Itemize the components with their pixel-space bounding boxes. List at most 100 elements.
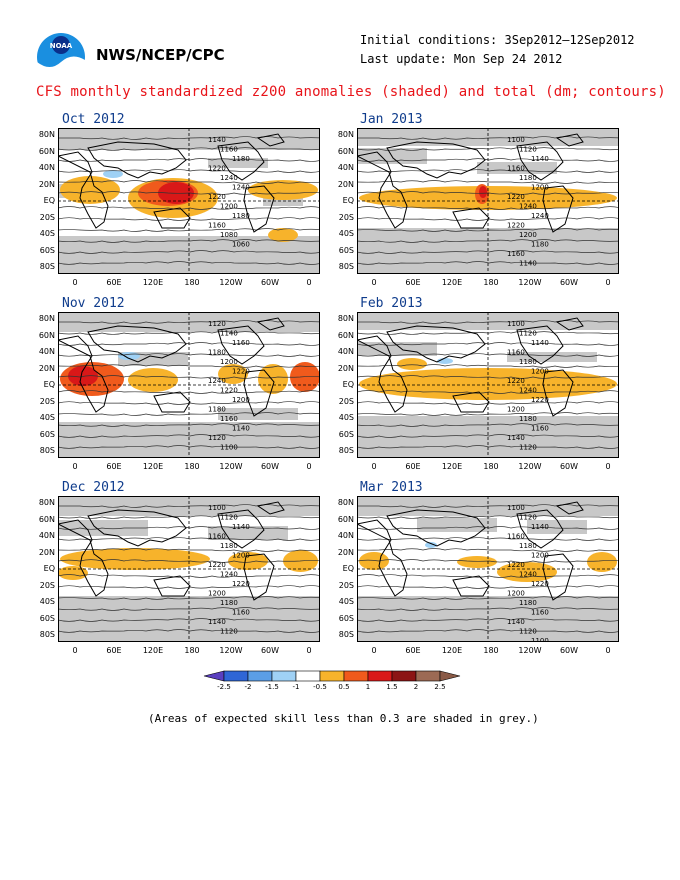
height-contour [58,342,320,346]
colorbar-label: -2.5 [217,683,231,691]
contour-label: 1220 [208,193,226,201]
colorbar-swatch [295,670,321,682]
last-update: Last update: Mon Sep 24 2012 [360,52,563,66]
colorbar-swatch [203,670,225,682]
contour-label: 1140 [531,523,549,531]
lat-tick-label: 20S [39,396,55,406]
contour-label: 1180 [232,155,250,163]
lat-tick-label: 60N [337,146,354,156]
anomaly-area [479,186,487,198]
lat-tick-label: 20S [338,580,354,590]
contour-label: 1180 [519,415,537,423]
contour-label: 1200 [507,406,525,414]
lon-tick-label: 60W [260,646,280,655]
contour-label: 1060 [232,241,250,249]
height-contour [58,217,320,221]
continent-outline [516,509,564,549]
colorbar-label: 2.5 [434,683,446,691]
colorbar-swatch [367,670,393,682]
contour-label: 1160 [531,425,549,433]
lat-tick-label: 60N [38,330,55,340]
contour-label: 1140 [519,260,537,268]
height-contour [58,180,320,184]
contour-label: 1180 [232,212,250,220]
height-contour [357,239,619,243]
colorbar-label: -1.5 [265,683,279,691]
lat-tick-label: EQ [342,380,354,389]
anomaly-area [60,548,210,570]
contour-label: 1180 [208,406,226,414]
map-svg: 1100112011401160118012001220124012201200… [58,496,320,642]
height-contour [58,169,320,173]
colorbar-label: 2 [413,683,419,691]
continent-outline [452,575,490,597]
contour-label: 1180 [519,358,537,366]
lon-tick-label: 0 [72,278,78,287]
lon-tick-label: 0 [605,462,611,471]
lon-tick-label: 60W [260,462,280,471]
continent-outline [153,207,191,229]
continent-outline [58,151,109,229]
continent-outline [256,501,285,515]
colorbar-swatch [223,670,249,682]
lon-tick-label: 120W [518,646,542,655]
lon-tick-label: 0 [605,278,611,287]
continent-outline [243,553,275,601]
map-svg: 1100112011401160118012001220124012201200… [357,312,619,458]
height-contour [58,596,320,600]
lat-tick-label: 40N [337,163,354,172]
continent-outline [87,325,187,363]
continent-outline [357,519,408,597]
height-contour [58,147,320,151]
panel-title-mar: Mar 2013 [360,480,423,495]
anomaly-area [587,552,617,572]
height-contour [58,526,320,530]
map-panel-oct: 1140 1160 1180 1220 1240 1240 1220 1200 1180 1160… [58,128,320,274]
lon-tick-label: 0 [72,646,78,655]
lat-tick-label: EQ [342,564,354,573]
lat-tick-label: 20N [337,179,354,189]
height-contour [357,548,619,552]
lon-tick-label: 0 [371,646,377,655]
height-contour [357,390,619,394]
colorbar-label: -2 [244,683,252,691]
lat-tick-label: 80S [338,630,354,639]
contour-label: 1200 [519,231,537,239]
lat-tick-label: EQ [43,196,55,205]
agency-label: NWS/NCEP/CPC [96,46,225,64]
lat-tick-label: 80N [38,130,55,139]
map-panel-jan: 1100 1120 1140 1160 1180 1200 1220 1240 1240 1220… [357,128,619,274]
continent-outline [217,325,265,365]
contour-label: 1120 [519,628,537,636]
continent-outline [555,133,584,147]
height-contour [357,217,619,221]
height-contour [58,537,320,541]
height-contour [58,574,320,578]
contour-label: 1200 [507,590,525,598]
anomaly-area [268,228,298,242]
contour-label: 1240 [519,387,537,395]
contour-label: 1140 [208,136,226,144]
height-contour [58,331,320,335]
lat-tick-label: 20S [338,396,354,406]
lat-tick-label: 80S [39,630,55,639]
continent-outline [243,369,275,417]
lat-tick-label: 40S [39,229,55,238]
height-contour [357,364,619,368]
contour-label: 1220 [208,165,226,173]
height-contour [357,618,619,622]
lon-tick-label: 120W [219,646,243,655]
continent-outline [153,575,191,597]
height-contour [357,515,619,519]
svg-text:NOAA: NOAA [50,42,73,50]
height-contour [357,147,619,151]
height-contour [357,228,619,232]
continent-outline [217,141,265,181]
contour-label: 1220 [208,561,226,569]
contour-label: 1180 [519,542,537,550]
figure-title: CFS monthly standardized z200 anomalies … [36,84,666,100]
lat-tick-label: 60N [38,146,55,156]
lat-tick-label: 20S [39,212,55,222]
lat-tick-label: EQ [43,380,55,389]
height-contour [357,180,619,184]
